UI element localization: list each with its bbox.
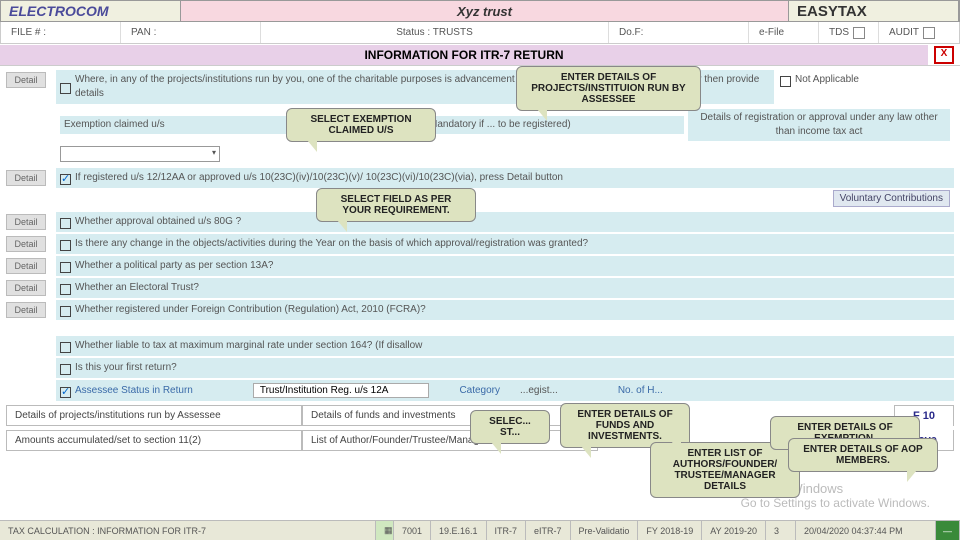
checkbox-r5[interactable] (60, 218, 71, 229)
close-button[interactable]: X (934, 46, 954, 64)
row10-text: Whether liable to tax at maximum margina… (75, 339, 422, 353)
btn-authors[interactable]: List of Author/Founder/Trustee/Manager (302, 430, 598, 451)
status-eitr: eITR-7 (526, 521, 571, 540)
status-fy: FY 2018-19 (638, 521, 702, 540)
status-bar: TAX CALCULATION : INFORMATION FOR ITR-7 … (0, 520, 960, 540)
detail-button[interactable]: Detail (6, 214, 46, 230)
status-icon: ▦ (376, 521, 394, 540)
callout-authors: ENTER LIST OF AUTHORS/FOUNDER/ TRUSTEE/M… (650, 442, 800, 498)
btn-projects[interactable]: Details of projects/institutions run by … (6, 405, 302, 426)
menu-status[interactable]: Status : TRUSTS (261, 22, 609, 43)
reg-details-text: Details of registration or approval unde… (700, 112, 937, 137)
exemption-label: Exemption claimed u/s (64, 118, 165, 132)
status-datetime: 20/04/2020 04:37:44 PM (796, 521, 936, 540)
brand-left: ELECTROCOM (1, 1, 181, 21)
checkbox-r10[interactable] (60, 342, 71, 353)
checkbox-r1[interactable] (60, 83, 71, 94)
status-prevalid: Pre-Validatio (571, 521, 639, 540)
callout-projects: ENTER DETAILS OF PROJECTS/INSTITUION RUN… (516, 66, 701, 111)
menu-dof[interactable]: Do.F: (609, 22, 749, 43)
detail-button[interactable]: Detail (6, 280, 46, 296)
na-label: Not Applicable (795, 73, 859, 87)
exemption-dropdown[interactable] (60, 146, 220, 162)
menu-tds[interactable]: TDS (819, 22, 879, 43)
detail-button[interactable]: Detail (6, 72, 46, 88)
audit-check[interactable] (923, 27, 935, 39)
voluntary-label: Voluntary Contributions (833, 190, 950, 207)
callout-aop: ENTER DETAILS OF AOP MEMBERS. (788, 438, 938, 472)
row3-text: If registered u/s 12/12AA or approved u/… (75, 171, 563, 185)
title-row: INFORMATION FOR ITR-7 RETURN X (0, 44, 960, 66)
row6-text: Is there any change in the objects/activ… (75, 237, 588, 251)
checkbox-r7[interactable] (60, 262, 71, 273)
assessee-value[interactable]: Trust/Institution Reg. u/s 12A (253, 383, 430, 398)
category-label: Category (459, 384, 500, 398)
status-title: TAX CALCULATION : INFORMATION FOR ITR-7 (0, 521, 376, 540)
row9-text: Whether registered under Foreign Contrib… (75, 303, 426, 317)
status-end-icon: — (936, 521, 960, 540)
btn-funds[interactable]: Details of funds and investments (302, 405, 598, 426)
row5-text: Whether approval obtained u/s 80G ? (75, 215, 241, 229)
brand-right: EASYTAX (789, 1, 959, 21)
status-itr: ITR-7 (487, 521, 527, 540)
menu-audit[interactable]: AUDIT (879, 22, 959, 43)
tds-check[interactable] (853, 27, 865, 39)
detail-button[interactable]: Detail (6, 236, 46, 252)
checkbox-r11[interactable] (60, 364, 71, 375)
detail-button[interactable]: Detail (6, 170, 46, 186)
assessee-label: Assessee Status in Return (75, 384, 193, 398)
detail-button[interactable]: Detail (6, 302, 46, 318)
menu-efile[interactable]: e-File (749, 22, 819, 43)
status-num: 3 (766, 521, 796, 540)
menu-bar: FILE # : PAN : Status : TRUSTS Do.F: e-F… (0, 22, 960, 44)
checkbox-r3[interactable] (60, 174, 71, 185)
status-ay: AY 2019-20 (702, 521, 766, 540)
btn-amounts[interactable]: Amounts accumulated/set to section 11(2) (6, 430, 302, 451)
content-area: Detail Where, in any of the projects/ins… (0, 66, 960, 455)
menu-pan[interactable]: PAN : (121, 22, 261, 43)
detail-button[interactable]: Detail (6, 258, 46, 274)
status-code: 7001 (394, 521, 431, 540)
row7-text: Whether a political party as per section… (75, 259, 273, 273)
top-header: ELECTROCOM Xyz trust EASYTAX (0, 0, 960, 22)
page-title: INFORMATION FOR ITR-7 RETURN (0, 45, 928, 65)
category-value: ...egist... (520, 384, 558, 398)
row8-text: Whether an Electoral Trust? (75, 281, 199, 295)
callout-exemption: SELECT EXEMPTION CLAIMED U/S (286, 108, 436, 142)
menu-file[interactable]: FILE # : (1, 22, 121, 43)
checkbox-r8[interactable] (60, 284, 71, 295)
trust-title: Xyz trust (181, 1, 789, 21)
checkbox-r12[interactable] (60, 387, 71, 398)
heads-label: No. of H... (618, 384, 663, 398)
callout-field: SELECT FIELD AS PER YOUR REQUIREMENT. (316, 188, 476, 222)
row11-text: Is this your first return? (75, 361, 177, 375)
checkbox-na[interactable] (780, 76, 791, 87)
checkbox-r9[interactable] (60, 306, 71, 317)
callout-select-st: SELEC... ST... (470, 410, 550, 444)
checkbox-r6[interactable] (60, 240, 71, 251)
status-ver: 19.E.16.1 (431, 521, 487, 540)
